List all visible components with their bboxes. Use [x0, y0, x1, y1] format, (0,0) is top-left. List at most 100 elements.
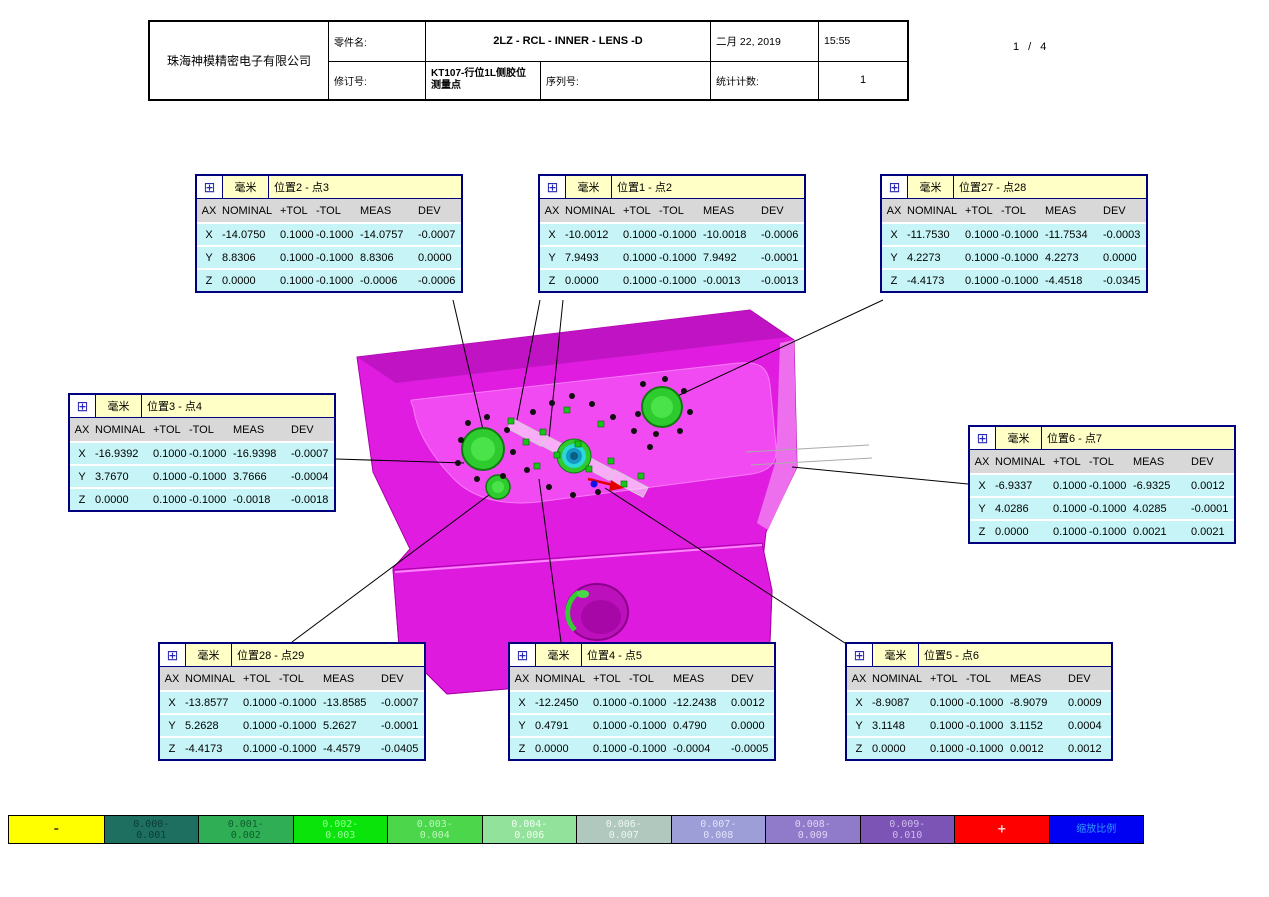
grid-icon[interactable]: ⊞: [160, 644, 186, 666]
column-header-row: AX NOMINAL +TOL -TOL MEAS DEV: [540, 199, 804, 222]
cell-meas: -0.0018: [233, 493, 271, 506]
cell-plustol: 0.1000: [965, 274, 999, 287]
col-dev: DEV: [418, 204, 441, 217]
cell-minustol: -0.1000: [966, 742, 1004, 755]
cell-meas: -14.0757: [360, 228, 404, 241]
cell-minustol: -0.1000: [659, 228, 697, 241]
cell-nominal: -11.7530: [907, 228, 950, 241]
cell-plustol: 0.1000: [930, 742, 964, 755]
dim-table-pos1-pt2[interactable]: ⊞ 毫米 位置1 - 点2 AX NOMINAL +TOL -TOL MEAS DEV X…: [538, 174, 806, 293]
axis-label: X: [890, 228, 898, 241]
dim-table-header: ⊞ 毫米 位置3 - 点4: [70, 395, 334, 418]
cell-minustol: -0.1000: [279, 742, 317, 755]
axis-row-z: Z 0.0000 0.1000 -0.1000 -0.0006 -0.0006: [197, 268, 461, 291]
mold-top-face: [357, 310, 788, 383]
cell-dev: -0.0007: [381, 696, 419, 709]
axis-row-y: Y 3.1148 0.1000 -0.1000 3.1152 0.0004: [847, 713, 1111, 736]
cell-nominal: 0.4791: [535, 719, 569, 732]
cell-dev: 0.0000: [1103, 251, 1137, 264]
mold-right-edge: [757, 340, 797, 530]
col-minustol: -TOL: [1001, 204, 1026, 217]
cell-meas: 7.9492: [703, 251, 737, 264]
dim-table-pos28-pt29[interactable]: ⊞ 毫米 位置28 - 点29 AX NOMINAL +TOL -TOL MEAS DEV…: [158, 642, 426, 761]
wireframe-lines: [745, 444, 873, 466]
col-meas: MEAS: [360, 204, 392, 217]
dim-table-title: 位置27 - 点28: [959, 182, 1027, 194]
dim-table-title: 位置1 - 点2: [617, 182, 673, 194]
col-plustol: +TOL: [243, 672, 271, 685]
dim-table-pos3-pt4[interactable]: ⊞ 毫米 位置3 - 点4 AX NOMINAL +TOL -TOL MEAS DEV X…: [68, 393, 336, 512]
cell-dev: 0.0012: [731, 696, 765, 709]
cell-dev: 0.0000: [731, 719, 765, 732]
grid-icon[interactable]: ⊞: [197, 176, 223, 198]
cell-nominal: 3.7670: [95, 470, 129, 483]
dim-table-title: 位置28 - 点29: [237, 650, 305, 662]
cell-nominal: -10.0012: [565, 228, 609, 241]
cell-nominal: 0.0000: [872, 742, 906, 755]
unit-label: 毫米: [536, 644, 582, 666]
cell-nominal: 0.0000: [222, 274, 256, 287]
report-header-table: 珠海神模精密电子有限公司 零件名: 2LZ - RCL - INNER - LE…: [148, 20, 909, 101]
col-ax: AX: [544, 204, 560, 217]
cell-minustol: -0.1000: [189, 470, 227, 483]
cell-plustol: 0.1000: [623, 274, 657, 287]
leader-line: [291, 488, 498, 643]
cell-minustol: -0.1000: [189, 447, 227, 460]
unit-label: 毫米: [908, 176, 954, 198]
cell-dev: -0.0006: [761, 228, 799, 241]
column-header-row: AX NOMINAL +TOL -TOL MEAS DEV: [510, 667, 774, 690]
grid-icon[interactable]: ⊞: [970, 427, 996, 449]
legend-label: 0.009-: [889, 818, 926, 830]
legend-bin: 0.003- 0.004: [387, 816, 482, 843]
cell-plustol: 0.1000: [280, 228, 314, 241]
grid-icon[interactable]: ⊞: [540, 176, 566, 198]
dim-table-pos2-pt3[interactable]: ⊞ 毫米 位置2 - 点3 AX NOMINAL +TOL -TOL MEAS DEV X…: [195, 174, 463, 293]
revision-value: KT107-行位1L侧胶位测量点: [425, 60, 540, 99]
legend-label: 0.009: [797, 829, 828, 841]
legend-label: 0.002-: [322, 818, 359, 830]
dim-table-pos27-pt28[interactable]: ⊞ 毫米 位置27 - 点28 AX NOMINAL +TOL -TOL MEAS DEV…: [880, 174, 1148, 293]
cell-meas: -13.8585: [323, 696, 367, 709]
dim-table-pos5-pt6[interactable]: ⊞ 毫米 位置5 - 点6 AX NOMINAL +TOL -TOL MEAS DEV X…: [845, 642, 1113, 761]
col-meas: MEAS: [1133, 455, 1165, 468]
unit-label: 毫米: [566, 176, 612, 198]
cell-nominal: 8.8306: [222, 251, 256, 264]
col-nominal: NOMINAL: [565, 204, 616, 217]
cell-meas: 8.8306: [360, 251, 394, 264]
cell-nominal: -4.4173: [185, 742, 223, 755]
company-name: 珠海神模精密电子有限公司: [166, 54, 311, 68]
cell-dev: 0.0012: [1068, 742, 1102, 755]
grid-icon[interactable]: ⊞: [510, 644, 536, 666]
cell-meas: 0.0021: [1133, 525, 1167, 538]
dim-table-title: 位置6 - 点7: [1047, 433, 1103, 445]
cad-model: [356, 309, 798, 695]
leader-line: [604, 487, 849, 646]
cell-dev: -0.0007: [418, 228, 456, 241]
part-name-label: 零件名:: [328, 22, 425, 61]
cell-plustol: 0.1000: [623, 228, 657, 241]
grid-icon[interactable]: ⊞: [847, 644, 873, 666]
dim-table-header: ⊞ 毫米 位置4 - 点5: [510, 644, 774, 667]
dim-table-pos4-pt5[interactable]: ⊞ 毫米 位置4 - 点5 AX NOMINAL +TOL -TOL MEAS DEV X…: [508, 642, 776, 761]
cell-minustol: -0.1000: [316, 228, 354, 241]
cell-meas: -4.4518: [1045, 274, 1083, 287]
point-dots: [455, 376, 693, 498]
unit-label: 毫米: [186, 644, 232, 666]
axis-label: Y: [205, 251, 213, 264]
axis-label: Z: [518, 742, 526, 755]
cell-nominal: -16.9392: [95, 447, 139, 460]
cell-meas: 4.2273: [1045, 251, 1079, 264]
cell-meas: -0.0004: [673, 742, 711, 755]
grid-icon[interactable]: ⊞: [70, 395, 96, 417]
report-time: 15:55: [818, 22, 907, 61]
col-dev: DEV: [291, 423, 314, 436]
axis-row-x: X -13.8577 0.1000 -0.1000 -13.8585 -0.0007: [160, 690, 424, 713]
cell-minustol: -0.1000: [629, 696, 667, 709]
grid-icon[interactable]: ⊞: [882, 176, 908, 198]
dim-table-header: ⊞ 毫米 位置28 - 点29: [160, 644, 424, 667]
cell-dev: 0.0009: [1068, 696, 1102, 709]
dim-table-pos6-pt7[interactable]: ⊞ 毫米 位置6 - 点7 AX NOMINAL +TOL -TOL MEAS DEV X…: [968, 425, 1236, 544]
legend-bin-below-tol: -: [9, 816, 104, 843]
col-nominal: NOMINAL: [872, 672, 923, 685]
cell-dev: 0.0000: [418, 251, 452, 264]
